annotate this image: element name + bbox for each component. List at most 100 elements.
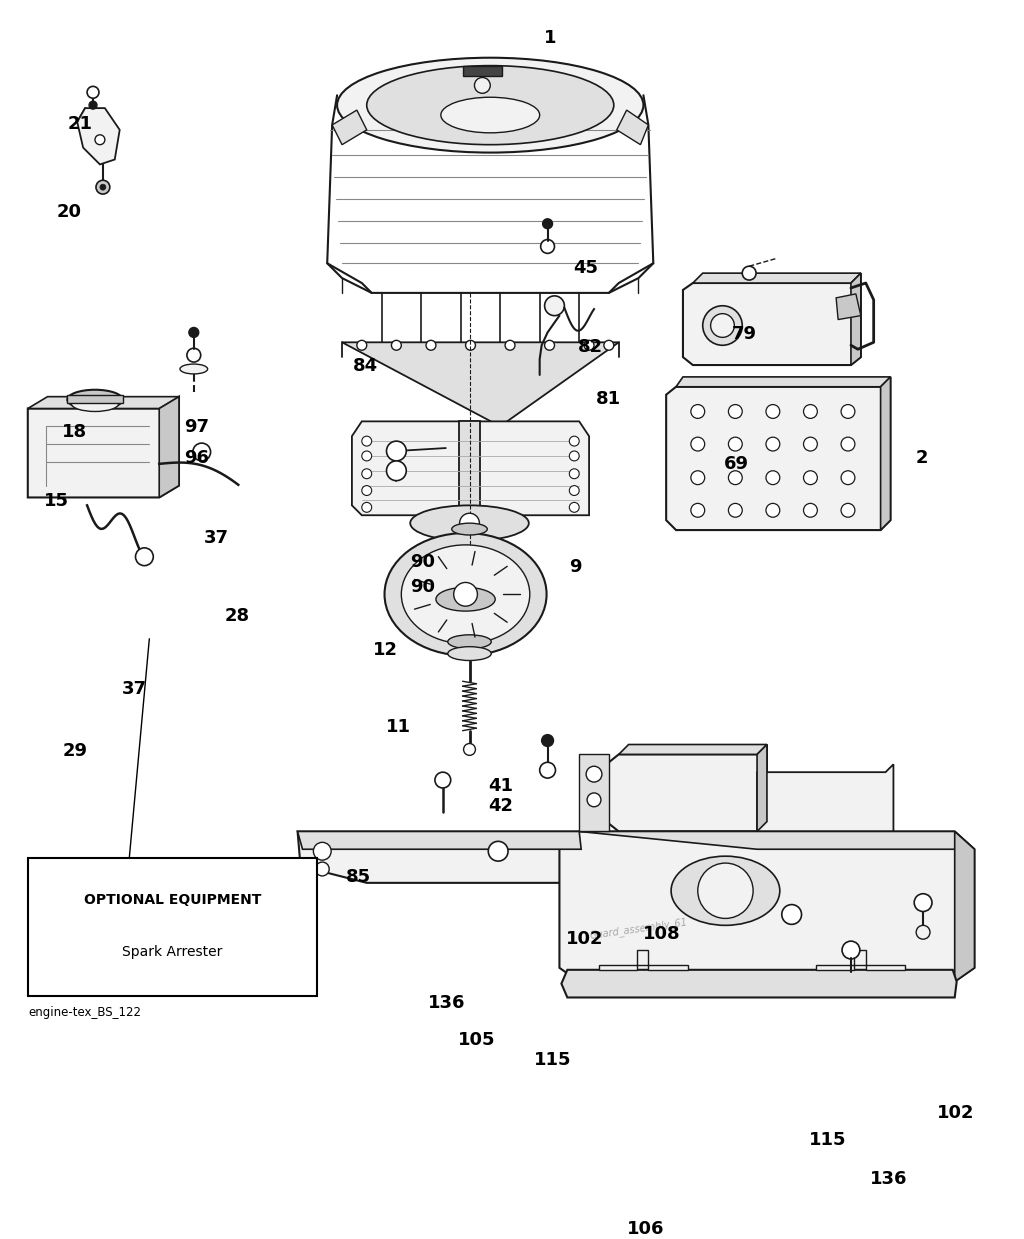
Polygon shape xyxy=(580,755,609,831)
Polygon shape xyxy=(881,377,891,530)
Text: 12: 12 xyxy=(373,642,398,659)
Circle shape xyxy=(697,864,753,918)
Circle shape xyxy=(842,942,860,959)
Text: 84: 84 xyxy=(352,357,378,375)
Circle shape xyxy=(691,471,705,484)
Text: 42: 42 xyxy=(488,797,513,815)
Circle shape xyxy=(386,441,407,461)
Circle shape xyxy=(916,926,930,939)
Text: engine-tex_BS_122: engine-tex_BS_122 xyxy=(29,1006,141,1020)
Circle shape xyxy=(361,502,372,512)
Ellipse shape xyxy=(441,97,540,133)
Circle shape xyxy=(766,471,780,484)
Circle shape xyxy=(711,313,734,337)
Ellipse shape xyxy=(447,634,492,649)
Text: 45: 45 xyxy=(573,259,598,278)
Polygon shape xyxy=(342,342,618,426)
Text: 11: 11 xyxy=(386,719,412,736)
Text: 37: 37 xyxy=(204,529,229,546)
Text: 1: 1 xyxy=(544,30,557,47)
Circle shape xyxy=(187,348,201,362)
Circle shape xyxy=(545,341,554,351)
Text: 79: 79 xyxy=(732,326,757,343)
Text: 102: 102 xyxy=(937,1104,974,1123)
Circle shape xyxy=(804,471,817,484)
Polygon shape xyxy=(463,66,502,77)
Text: 2: 2 xyxy=(915,449,928,467)
Ellipse shape xyxy=(401,545,529,644)
Circle shape xyxy=(426,341,436,351)
Polygon shape xyxy=(332,110,367,145)
Polygon shape xyxy=(693,273,861,282)
Text: 90: 90 xyxy=(411,577,435,596)
Circle shape xyxy=(728,503,742,517)
Ellipse shape xyxy=(411,506,528,541)
Circle shape xyxy=(586,766,602,782)
Circle shape xyxy=(569,468,580,478)
Circle shape xyxy=(569,502,580,512)
Circle shape xyxy=(361,468,372,478)
Polygon shape xyxy=(609,745,767,831)
Text: 29: 29 xyxy=(62,742,87,760)
Text: 18: 18 xyxy=(62,424,87,441)
Circle shape xyxy=(87,87,99,98)
Text: 20: 20 xyxy=(56,203,81,221)
Circle shape xyxy=(540,762,555,778)
Text: 97: 97 xyxy=(183,419,209,436)
Polygon shape xyxy=(618,745,767,755)
Circle shape xyxy=(841,405,855,419)
Circle shape xyxy=(542,735,554,746)
Text: 69: 69 xyxy=(724,455,750,473)
Circle shape xyxy=(804,405,817,419)
Circle shape xyxy=(488,841,508,861)
Polygon shape xyxy=(616,110,648,145)
Circle shape xyxy=(742,266,756,280)
Circle shape xyxy=(466,341,475,351)
Circle shape xyxy=(728,471,742,484)
Circle shape xyxy=(841,503,855,517)
Circle shape xyxy=(728,405,742,419)
Ellipse shape xyxy=(337,58,643,152)
Polygon shape xyxy=(676,377,891,387)
Bar xyxy=(29,859,316,996)
Text: 115: 115 xyxy=(534,1052,571,1069)
Polygon shape xyxy=(159,396,179,497)
Circle shape xyxy=(584,341,594,351)
Polygon shape xyxy=(68,395,123,403)
Ellipse shape xyxy=(72,395,119,411)
Polygon shape xyxy=(77,108,120,165)
Polygon shape xyxy=(599,950,688,970)
Text: OPTIONAL EQUIPMENT: OPTIONAL EQUIPMENT xyxy=(84,892,261,907)
Text: 37: 37 xyxy=(122,680,147,699)
Circle shape xyxy=(135,548,154,566)
Circle shape xyxy=(391,341,401,351)
Polygon shape xyxy=(298,831,582,883)
Circle shape xyxy=(804,503,817,517)
Circle shape xyxy=(569,451,580,461)
Circle shape xyxy=(781,904,802,924)
Circle shape xyxy=(464,743,475,756)
Polygon shape xyxy=(683,273,861,366)
Text: 136: 136 xyxy=(869,1170,907,1188)
Circle shape xyxy=(474,78,490,93)
Circle shape xyxy=(804,437,817,451)
Circle shape xyxy=(766,503,780,517)
Circle shape xyxy=(454,582,477,606)
Circle shape xyxy=(841,471,855,484)
Circle shape xyxy=(505,341,515,351)
Polygon shape xyxy=(954,831,975,981)
Text: 41: 41 xyxy=(488,777,513,795)
Text: 106: 106 xyxy=(627,1220,665,1239)
Text: 28: 28 xyxy=(224,607,249,624)
Circle shape xyxy=(766,437,780,451)
Circle shape xyxy=(356,341,367,351)
Text: Spark Arrester: Spark Arrester xyxy=(122,944,222,959)
Circle shape xyxy=(569,486,580,496)
Polygon shape xyxy=(816,950,905,970)
Text: 115: 115 xyxy=(809,1131,847,1149)
Polygon shape xyxy=(352,421,589,515)
Circle shape xyxy=(766,405,780,419)
Polygon shape xyxy=(757,745,767,831)
Text: 9: 9 xyxy=(569,558,582,576)
Circle shape xyxy=(914,893,932,912)
